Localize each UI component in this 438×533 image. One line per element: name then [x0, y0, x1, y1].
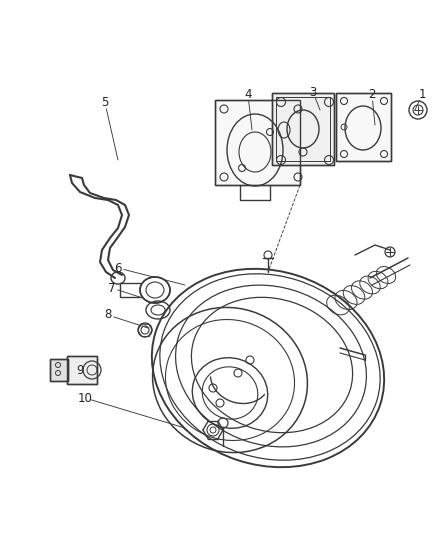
Bar: [215, 100, 300, 185]
Bar: [67, 356, 97, 384]
Text: 7: 7: [108, 281, 116, 295]
Text: 9: 9: [76, 364, 84, 376]
Text: 3: 3: [309, 85, 317, 99]
Bar: [215, 100, 300, 185]
Bar: [67, 356, 97, 384]
Ellipse shape: [140, 277, 170, 303]
Bar: [336, 93, 391, 161]
Text: 2: 2: [368, 88, 376, 101]
Text: 10: 10: [78, 392, 92, 405]
Text: 4: 4: [244, 88, 252, 101]
Ellipse shape: [152, 269, 384, 467]
Bar: [272, 93, 334, 165]
Bar: [50, 359, 68, 381]
Text: 1: 1: [418, 88, 426, 101]
Bar: [272, 93, 334, 165]
Bar: [50, 359, 68, 381]
Text: 6: 6: [114, 262, 122, 274]
Bar: [336, 93, 391, 161]
Text: 8: 8: [104, 309, 112, 321]
Bar: [276, 97, 330, 161]
Text: 5: 5: [101, 96, 109, 109]
